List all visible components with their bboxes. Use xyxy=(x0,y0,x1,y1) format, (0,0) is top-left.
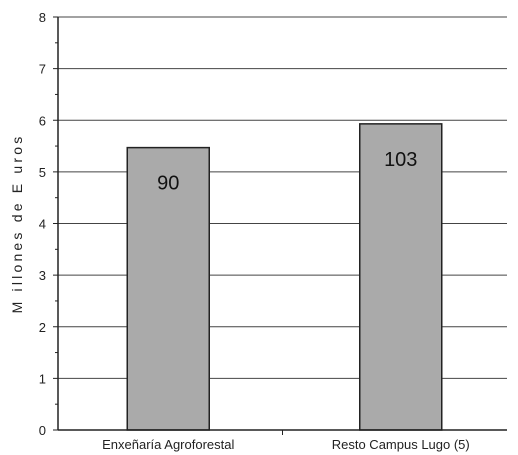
y-tick-label: 5 xyxy=(39,165,46,180)
labels: 0 1 2 3 4 5 6 7 8 90 Enxeñaría Agroforestal 103 Rest… xyxy=(39,10,470,452)
y-tick-label: 6 xyxy=(39,113,46,128)
y-tick-label: 7 xyxy=(39,62,46,77)
bar xyxy=(126,146,210,431)
y-tick-label: 4 xyxy=(39,217,46,232)
y-tick-label: 0 xyxy=(39,423,46,438)
bar-data-label: 103 xyxy=(384,149,417,171)
x-category-label: Enxeñaría Agroforestal xyxy=(102,437,234,452)
y-tick-label: 1 xyxy=(39,371,46,386)
bar xyxy=(359,123,443,431)
x-category-label: Resto Campus Lugo (5) xyxy=(332,437,470,452)
bar-data-label: 90 xyxy=(157,173,179,195)
y-axis-title: M illones de E uros xyxy=(9,134,25,314)
axes xyxy=(53,16,507,435)
y-tick-label: 8 xyxy=(39,10,46,25)
bars xyxy=(126,123,443,431)
y-tick-label: 2 xyxy=(39,320,46,335)
y-tick-label: 3 xyxy=(39,268,46,283)
